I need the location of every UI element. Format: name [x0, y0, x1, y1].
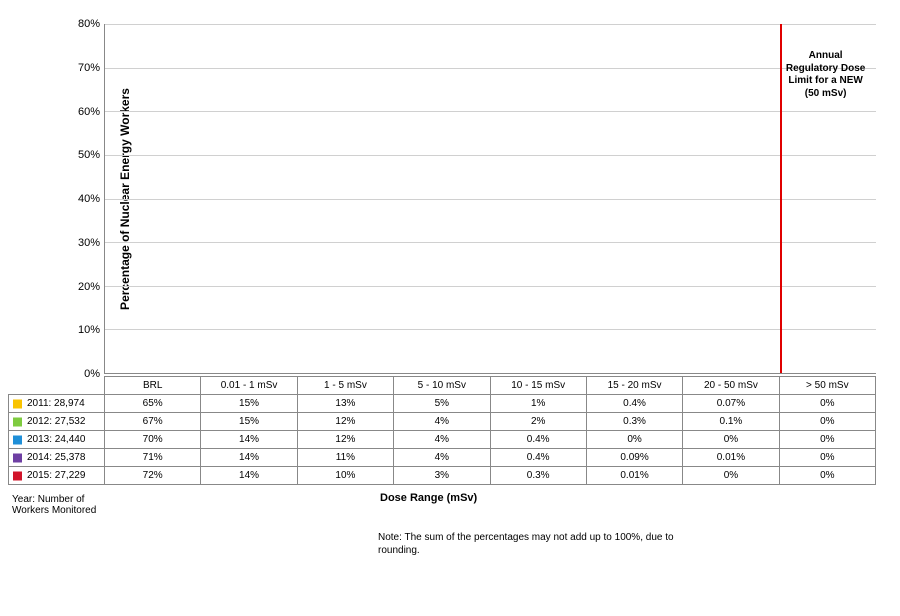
table-cell: 0% — [779, 413, 875, 431]
table-cell: 5% — [394, 395, 490, 413]
table-row-header: 2015: 27,229 — [9, 467, 105, 485]
table-cell: 4% — [394, 431, 490, 449]
table-cell: 14% — [201, 431, 297, 449]
legend-swatch — [13, 399, 22, 408]
table-cell: 0.4% — [586, 395, 682, 413]
table-cell: 15% — [201, 413, 297, 431]
legend-swatch — [13, 417, 22, 426]
table-cell: 0.3% — [490, 467, 586, 485]
table-col-header: BRL — [105, 377, 201, 395]
series-label: 2014: 25,378 — [27, 452, 85, 463]
table-cell: 4% — [394, 413, 490, 431]
y-tick: 80% — [78, 18, 100, 30]
table-cell: 3% — [394, 467, 490, 485]
table-col-header: 15 - 20 mSv — [586, 377, 682, 395]
table-cell: 0.3% — [586, 413, 682, 431]
table-cell: 72% — [105, 467, 201, 485]
legend-swatch — [13, 435, 22, 444]
table-col-header: 20 - 50 mSv — [683, 377, 779, 395]
table-row-header: 2013: 24,440 — [9, 431, 105, 449]
gridline — [105, 242, 876, 243]
table-cell: 1% — [490, 395, 586, 413]
gridline — [105, 199, 876, 200]
table-col-header: 1 - 5 mSv — [297, 377, 393, 395]
gridline — [105, 68, 876, 69]
table-row-header: 2012: 27,532 — [9, 413, 105, 431]
table-row: 2012: 27,532 67%15%12%4%2%0.3%0.1%0% — [9, 413, 876, 431]
data-table: BRL0.01 - 1 mSv1 - 5 mSv5 - 10 mSv10 - 1… — [8, 376, 876, 485]
table-cell: 67% — [105, 413, 201, 431]
table-cell: 10% — [297, 467, 393, 485]
y-axis: 0%10%20%30%40%50%60%70%80% — [68, 24, 104, 374]
table-cell: 65% — [105, 395, 201, 413]
table-cell: 14% — [201, 467, 297, 485]
y-tick: 70% — [78, 62, 100, 74]
y-tick: 50% — [78, 149, 100, 161]
table-cell: 0% — [683, 467, 779, 485]
table-cell: 0.01% — [586, 467, 682, 485]
table-corner-cell — [9, 377, 105, 395]
table-cell: 0% — [779, 467, 875, 485]
y-tick: 10% — [78, 324, 100, 336]
table-cell: 0.1% — [683, 413, 779, 431]
table-col-header: 10 - 15 mSv — [490, 377, 586, 395]
table-row-header: 2011: 28,974 — [9, 395, 105, 413]
table-col-header: 5 - 10 mSv — [394, 377, 490, 395]
plot-area: Annual Regulatory Dose Limit for a NEW (… — [104, 24, 876, 374]
row-header-explain: Year: Number of Workers Monitored — [12, 494, 96, 516]
table-row: 2011: 28,974 65%15%13%5%1%0.4%0.07%0% — [9, 395, 876, 413]
table-row: 2013: 24,44070%14%12%4%0.4%0%0%0% — [9, 431, 876, 449]
table-cell: 0.07% — [683, 395, 779, 413]
table-cell: 14% — [201, 449, 297, 467]
table-cell: 0.4% — [490, 449, 586, 467]
y-tick: 40% — [78, 193, 100, 205]
y-tick: 60% — [78, 106, 100, 118]
table-cell: 0.4% — [490, 431, 586, 449]
series-label: 2011: 28,974 — [27, 398, 85, 409]
series-label: 2015: 27,229 — [27, 470, 85, 481]
y-tick: 20% — [78, 281, 100, 293]
table-cell: 12% — [297, 431, 393, 449]
dose-limit-label: Annual Regulatory Dose Limit for a NEW (… — [786, 50, 866, 100]
series-label: 2012: 27,532 — [27, 416, 85, 427]
y-tick: 30% — [78, 237, 100, 249]
table-cell: 0.01% — [683, 449, 779, 467]
table-col-header: > 50 mSv — [779, 377, 875, 395]
gridline — [105, 286, 876, 287]
gridline — [105, 111, 876, 112]
table-cell: 0% — [779, 449, 875, 467]
footnote: Note: The sum of the percentages may not… — [378, 532, 718, 557]
table-header-row: BRL0.01 - 1 mSv1 - 5 mSv5 - 10 mSv10 - 1… — [9, 377, 876, 395]
table-row: 2015: 27,22972%14%10%3%0.3%0.01%0%0% — [9, 467, 876, 485]
dose-limit-line — [780, 24, 782, 373]
legend-swatch — [13, 471, 22, 480]
table-cell: 0% — [683, 431, 779, 449]
table-row: 2014: 25,378 71%14%11%4%0.4%0.09%0.01%0% — [9, 449, 876, 467]
table-cell: 4% — [394, 449, 490, 467]
table-cell: 0% — [586, 431, 682, 449]
table-cell: 2% — [490, 413, 586, 431]
table-col-header: 0.01 - 1 mSv — [201, 377, 297, 395]
table-cell: 0% — [779, 431, 875, 449]
series-label: 2013: 24,440 — [27, 434, 85, 445]
table-cell: 71% — [105, 449, 201, 467]
chart-area: Percentage of Nuclear Energy Workers 0%1… — [68, 24, 876, 374]
gridline — [105, 24, 876, 25]
table-cell: 0.09% — [586, 449, 682, 467]
table-cell: 13% — [297, 395, 393, 413]
gridline — [105, 329, 876, 330]
table-row-header: 2014: 25,378 — [9, 449, 105, 467]
table-cell: 0% — [779, 395, 875, 413]
table-cell: 11% — [297, 449, 393, 467]
gridline — [105, 155, 876, 156]
table-cell: 12% — [297, 413, 393, 431]
legend-swatch — [13, 453, 22, 462]
x-axis-label: Dose Range (mSv) — [380, 492, 477, 504]
table-cell: 70% — [105, 431, 201, 449]
table-cell: 15% — [201, 395, 297, 413]
